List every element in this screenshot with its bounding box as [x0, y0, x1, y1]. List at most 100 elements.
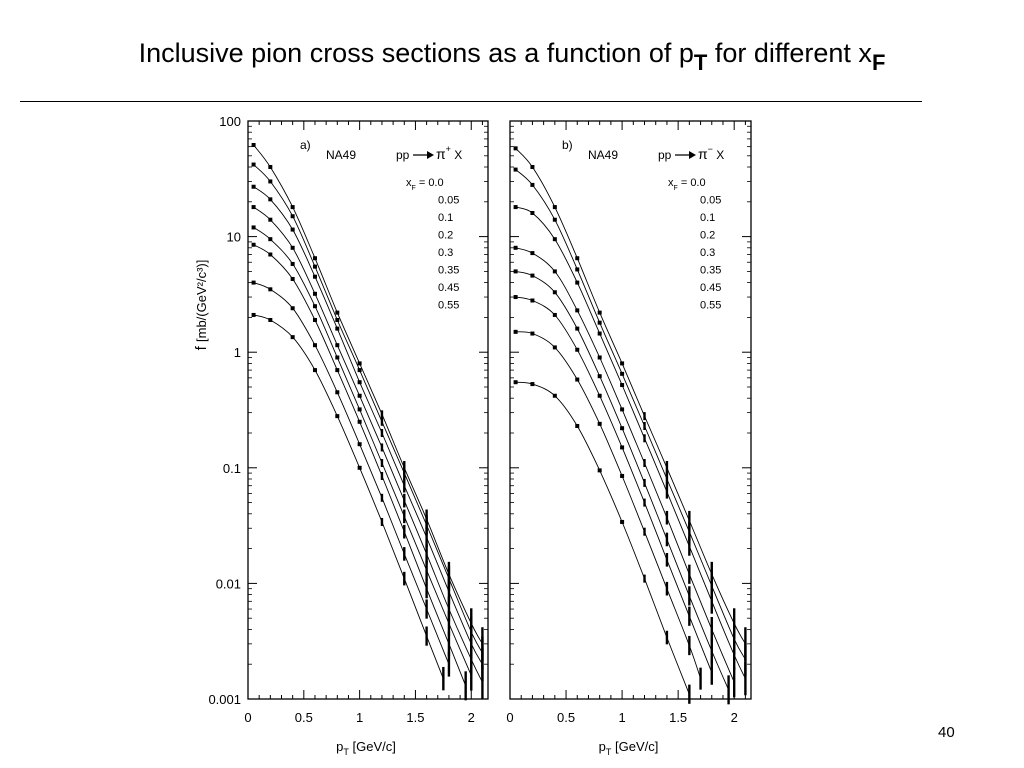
data-point — [312, 368, 317, 373]
data-point — [251, 205, 256, 210]
data-point — [530, 165, 535, 170]
x-tick-label: 1.5 — [669, 710, 687, 725]
series-line — [515, 331, 702, 679]
data-point — [357, 442, 362, 447]
data-point — [575, 377, 580, 382]
data-point — [530, 273, 535, 278]
reaction-product: π+ X — [436, 144, 462, 162]
data-point — [575, 347, 580, 352]
data-point — [552, 217, 557, 222]
data-point — [290, 245, 295, 250]
data-point — [530, 382, 535, 387]
data-point — [312, 317, 317, 322]
data-point — [513, 269, 518, 274]
data-point — [552, 205, 557, 210]
series-line — [515, 169, 746, 660]
data-point — [335, 355, 340, 360]
chart-panel-b: 0 0.5 1 1.5 2 pT [GeV/c] b) NA49 pp π− X xF = 0.0 0… — [506, 120, 752, 757]
title-subscript-T: T — [693, 50, 708, 75]
y-tick-label: 100 — [219, 114, 241, 129]
data-point — [312, 274, 317, 279]
legend-entry: 0.35 — [438, 265, 459, 277]
experiment-label: NA49 — [326, 148, 356, 162]
data-point — [312, 304, 317, 309]
y-tick-label: 10 — [227, 230, 241, 245]
reaction-initial: pp — [658, 148, 672, 162]
series-line — [253, 282, 450, 665]
data-point — [620, 426, 625, 431]
data-point — [552, 290, 557, 295]
data-point — [268, 217, 273, 222]
data-point — [357, 419, 362, 424]
title-divider — [20, 101, 922, 102]
legend-entry: 0.2 — [438, 230, 453, 242]
data-point — [357, 393, 362, 398]
reaction-product: π− X — [698, 144, 724, 162]
data-point — [290, 306, 295, 311]
data-point — [290, 335, 295, 340]
series-line — [253, 244, 467, 686]
data-point — [290, 276, 295, 281]
data-point — [597, 421, 602, 426]
data-point — [268, 237, 273, 242]
legend-entry: 0.55 — [700, 300, 721, 312]
legend-header: xF = 0.0 — [668, 177, 706, 192]
data-point — [513, 167, 518, 172]
plot-frame — [509, 120, 752, 700]
data-point — [530, 251, 535, 256]
data-point — [620, 371, 625, 376]
x-tick-label: 0 — [244, 710, 251, 725]
data-point — [251, 280, 256, 285]
data-point — [312, 291, 317, 296]
data-point — [530, 211, 535, 216]
data-point — [335, 317, 340, 322]
data-point — [513, 329, 518, 334]
reaction-arrow-head — [427, 151, 434, 159]
series-line — [253, 314, 444, 679]
data-point — [268, 317, 273, 322]
legend-entry: 0.45 — [700, 282, 721, 294]
legend-entry: 0.55 — [438, 300, 459, 312]
chart-panel-a: 0 0.5 1 1.5 2 0.001 0.01 0.1 1 10 100 pT [GeV/c] f [… — [193, 114, 489, 757]
data-point — [357, 465, 362, 470]
series-line — [515, 270, 730, 690]
data-point — [530, 298, 535, 303]
data-point — [620, 383, 625, 388]
data-point — [335, 326, 340, 331]
data-point — [513, 380, 518, 385]
data-point — [597, 320, 602, 325]
data-point — [290, 214, 295, 219]
series-line — [253, 186, 483, 665]
legend-entry: 0.35 — [700, 265, 721, 277]
data-point — [251, 225, 256, 230]
panel-label: b) — [562, 138, 573, 152]
data-point — [620, 445, 625, 450]
plot-frame — [247, 120, 489, 700]
data-point — [597, 374, 602, 379]
page-number: 40 — [938, 724, 955, 741]
y-axis-label: f [mb/(GeV²/c³)] — [193, 260, 210, 351]
data-point — [312, 264, 317, 269]
data-point — [552, 269, 557, 274]
series-line — [253, 164, 483, 654]
legend-entry: 0.1 — [700, 212, 715, 224]
data-point — [290, 205, 295, 210]
data-point — [575, 256, 580, 261]
data-point — [357, 407, 362, 412]
data-point — [268, 287, 273, 292]
data-point — [251, 142, 256, 147]
reaction-arrow-head — [689, 151, 696, 159]
x-axis-label: pT [GeV/c] — [599, 739, 659, 757]
series-line — [253, 144, 483, 645]
data-point — [268, 165, 273, 170]
data-point — [312, 256, 317, 261]
title-text-mid: for different x — [707, 38, 872, 68]
data-point — [251, 312, 256, 317]
data-point — [268, 179, 273, 184]
legend-entry: 0.1 — [438, 212, 453, 224]
x-tick-label: 0 — [506, 710, 513, 725]
data-point — [335, 343, 340, 348]
data-point — [268, 197, 273, 202]
x-tick-label: 0.5 — [295, 710, 313, 725]
data-point — [335, 368, 340, 373]
